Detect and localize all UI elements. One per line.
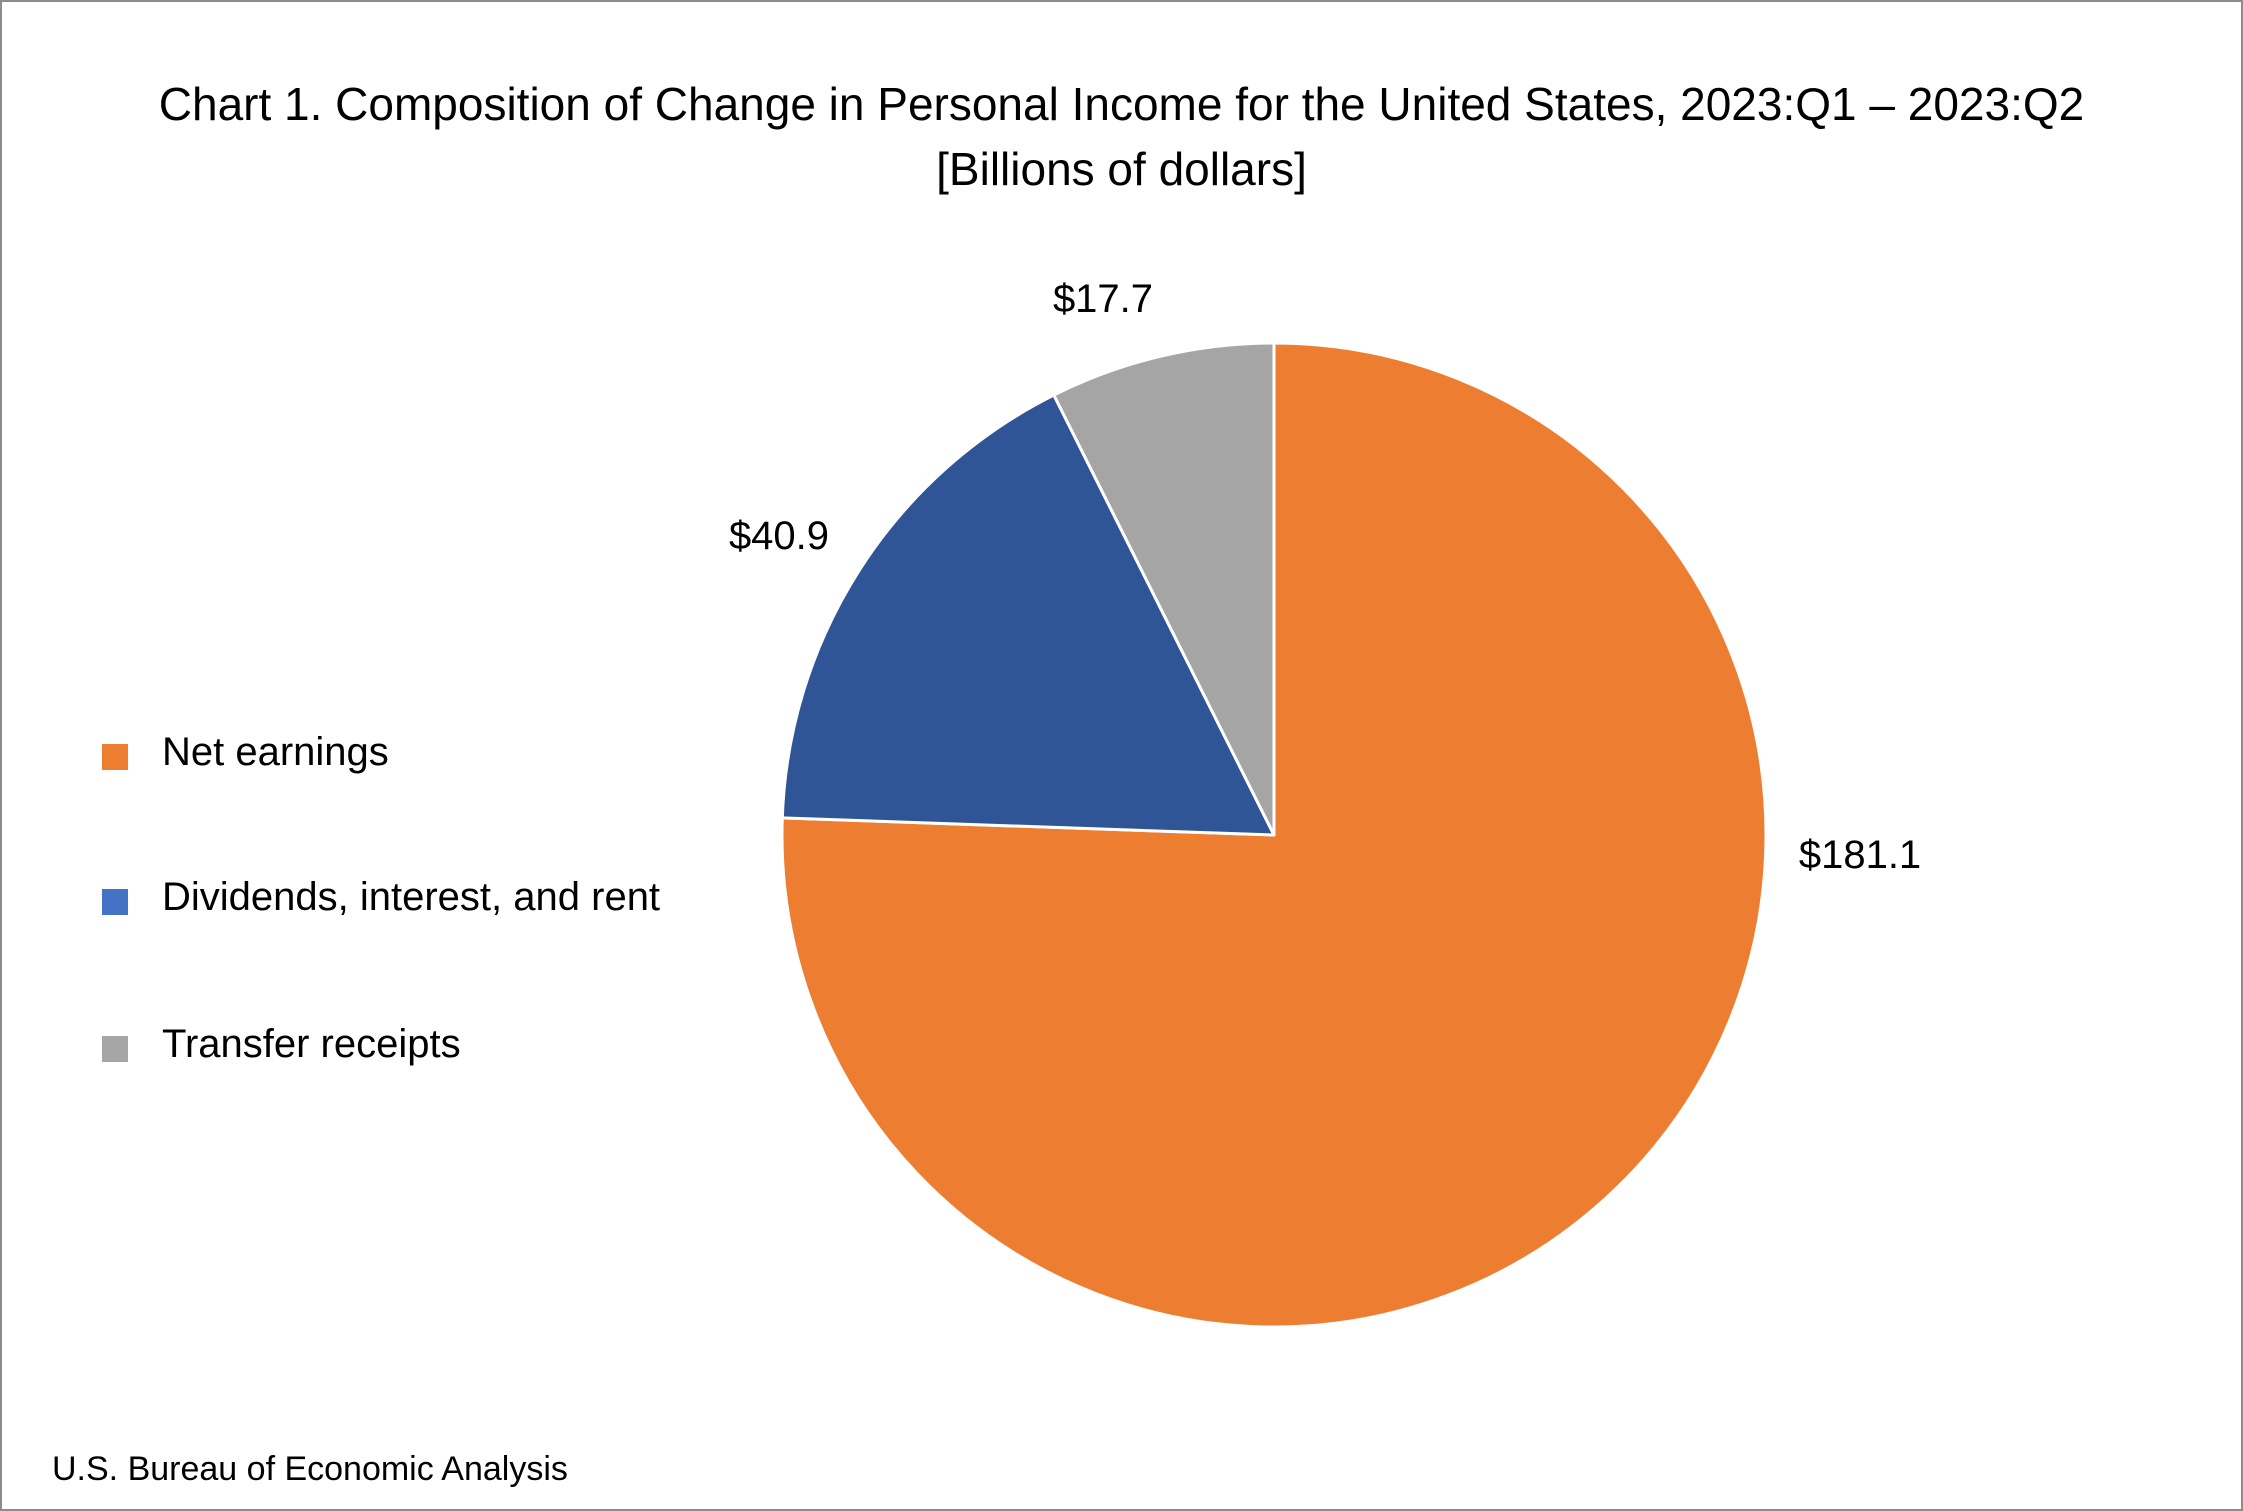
data-label: $17.7 <box>1053 277 1153 321</box>
chart-subtitle: [Billions of dollars] <box>936 143 1307 195</box>
chart-title: Chart 1. Composition of Change in Person… <box>158 78 2085 130</box>
legend-swatch <box>102 744 128 770</box>
legend-label: Transfer receipts <box>162 1022 461 1066</box>
legend-label: Dividends, interest, and rent <box>162 875 661 919</box>
data-label: $40.9 <box>729 514 829 558</box>
legend-swatch <box>102 889 128 915</box>
legend-swatch <box>102 1036 128 1062</box>
data-label: $181.1 <box>1799 833 1921 877</box>
legend-label: Net earnings <box>162 730 389 774</box>
source-note: U.S. Bureau of Economic Analysis <box>52 1450 568 1488</box>
pie-slice-transfer-receipts <box>1052 341 1276 837</box>
pie-slice-dividends-interest-and-rent <box>780 393 1276 837</box>
